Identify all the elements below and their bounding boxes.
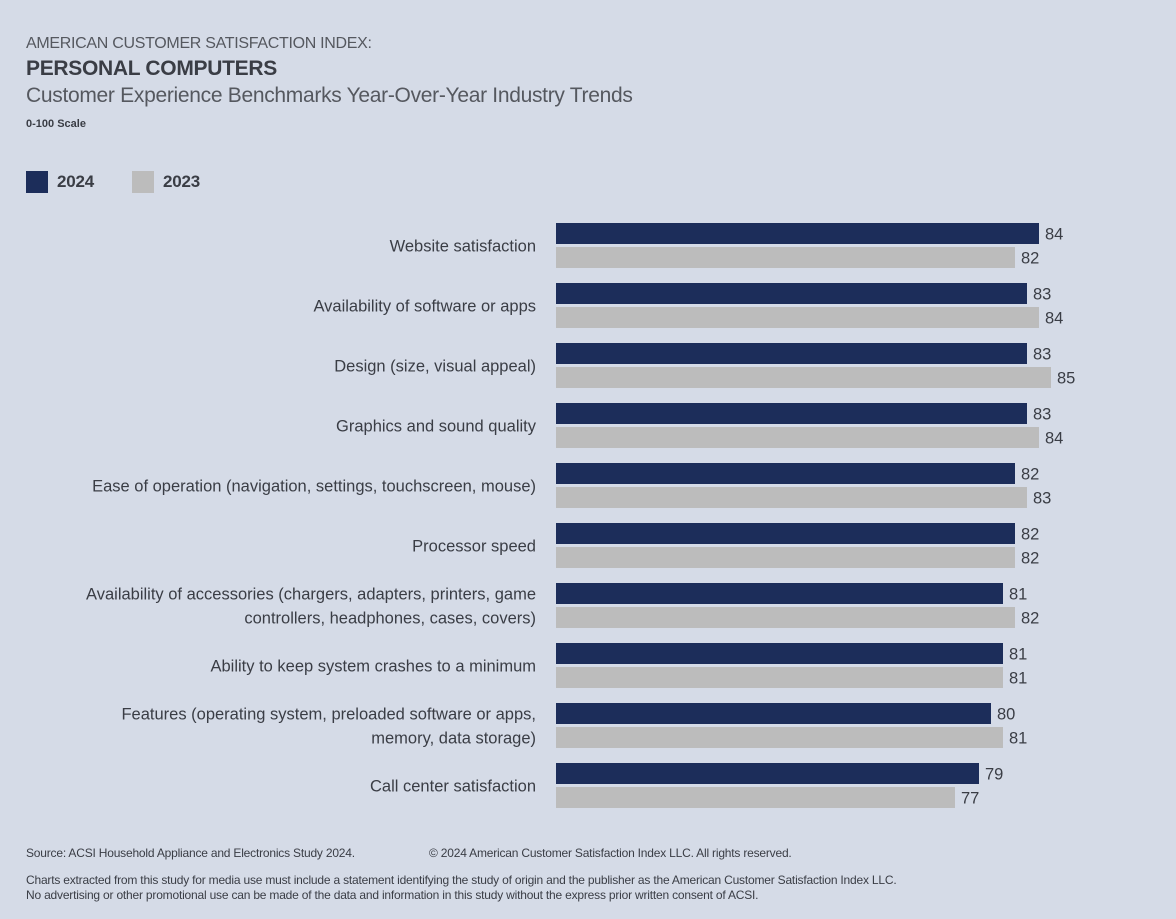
value-label-2023: 81 [1009, 730, 1027, 748]
usage-notice-line-2: No advertising or other promotional use … [26, 888, 759, 902]
category-label-line: memory, data storage) [371, 730, 536, 748]
bar-2024 [556, 703, 991, 724]
value-label-2024: 81 [1009, 586, 1027, 604]
category-label: Availability of accessories (chargers, a… [86, 586, 536, 628]
category-group: Availability of software or apps 83 84 [313, 283, 1063, 328]
value-label-2023: 83 [1033, 490, 1051, 508]
category-label-line: Ease of operation (navigation, settings,… [92, 478, 536, 496]
category-group: Features (operating system, preloaded so… [121, 703, 1027, 748]
category-label-line: Availability of accessories (chargers, a… [86, 586, 536, 604]
bar-2023 [556, 547, 1015, 568]
category-label: Availability of software or apps [313, 298, 536, 316]
copyright-note: © 2024 American Customer Satisfaction In… [429, 846, 792, 860]
value-label-2023: 77 [961, 790, 979, 808]
bar-2024 [556, 523, 1015, 544]
category-group: Design (size, visual appeal) 83 85 [334, 343, 1075, 388]
bar-2024 [556, 223, 1039, 244]
value-label-2024: 80 [997, 706, 1015, 724]
category-label: Ability to keep system crashes to a mini… [210, 658, 536, 676]
category-label-line: Features (operating system, preloaded so… [121, 706, 536, 724]
bar-chart: Website satisfaction 84 82 Availability of … [86, 223, 1075, 808]
value-label-2023: 81 [1009, 670, 1027, 688]
category-label: Processor speed [412, 538, 536, 556]
category-label: Call center satisfaction [370, 778, 536, 796]
category-group: Processor speed 82 82 [412, 523, 1039, 568]
legend-swatch-2024 [26, 171, 48, 193]
category-group: Availability of accessories (chargers, a… [86, 583, 1039, 628]
category-group: Ease of operation (navigation, settings,… [92, 463, 1051, 508]
category-label: Graphics and sound quality [336, 418, 537, 436]
bar-2023 [556, 427, 1039, 448]
value-label-2023: 82 [1021, 250, 1039, 268]
value-label-2024: 82 [1021, 466, 1039, 484]
value-label-2024: 84 [1045, 226, 1063, 244]
category-label-line: Call center satisfaction [370, 778, 536, 796]
category-label: Design (size, visual appeal) [334, 358, 536, 376]
value-label-2023: 82 [1021, 610, 1039, 628]
value-label-2024: 82 [1021, 526, 1039, 544]
category-label-line: Availability of software or apps [313, 298, 536, 316]
value-label-2024: 83 [1033, 406, 1051, 424]
bar-2024 [556, 583, 1003, 604]
bar-2023 [556, 487, 1027, 508]
category-label: Features (operating system, preloaded so… [121, 706, 536, 748]
bar-2023 [556, 787, 955, 808]
chart-title: PERSONAL COMPUTERS [26, 57, 277, 80]
category-label-line: Design (size, visual appeal) [334, 358, 536, 376]
bar-2024 [556, 763, 979, 784]
bar-2023 [556, 607, 1015, 628]
bar-2024 [556, 343, 1027, 364]
bar-2023 [556, 247, 1015, 268]
category-group: Ability to keep system crashes to a mini… [210, 643, 1027, 688]
category-group: Call center satisfaction 79 77 [370, 763, 1003, 808]
bar-2024 [556, 283, 1027, 304]
category-label: Ease of operation (navigation, settings,… [92, 478, 536, 496]
source-note: Source: ACSI Household Appliance and Ele… [26, 846, 355, 860]
value-label-2024: 79 [985, 766, 1003, 784]
value-label-2023: 84 [1045, 310, 1063, 328]
legend-label-2024: 2024 [57, 172, 95, 191]
bar-2023 [556, 667, 1003, 688]
value-label-2024: 83 [1033, 286, 1051, 304]
bar-2023 [556, 367, 1051, 388]
category-label-line: Graphics and sound quality [336, 418, 537, 436]
bar-2024 [556, 643, 1003, 664]
category-group: Graphics and sound quality 83 84 [336, 403, 1063, 448]
value-label-2023: 85 [1057, 370, 1075, 388]
bar-2024 [556, 403, 1027, 424]
legend-label-2023: 2023 [163, 172, 201, 191]
value-label-2023: 82 [1021, 550, 1039, 568]
bar-2024 [556, 463, 1015, 484]
value-label-2024: 81 [1009, 646, 1027, 664]
bar-2023 [556, 727, 1003, 748]
scale-note: 0-100 Scale [26, 118, 86, 130]
bar-2023 [556, 307, 1039, 328]
category-label-line: Website satisfaction [390, 238, 536, 256]
chart-subtitle: Customer Experience Benchmarks Year-Over… [26, 84, 633, 107]
value-label-2023: 84 [1045, 430, 1063, 448]
value-label-2024: 83 [1033, 346, 1051, 364]
category-label: Website satisfaction [390, 238, 536, 256]
category-label-line: controllers, headphones, cases, covers) [244, 610, 536, 628]
chart-eyebrow: AMERICAN CUSTOMER SATISFACTION INDEX: [26, 35, 372, 52]
legend-swatch-2023 [132, 171, 154, 193]
usage-notice-line-1: Charts extracted from this study for med… [26, 873, 897, 887]
category-label-line: Processor speed [412, 538, 536, 556]
category-label-line: Ability to keep system crashes to a mini… [210, 658, 536, 676]
category-group: Website satisfaction 84 82 [390, 223, 1063, 268]
